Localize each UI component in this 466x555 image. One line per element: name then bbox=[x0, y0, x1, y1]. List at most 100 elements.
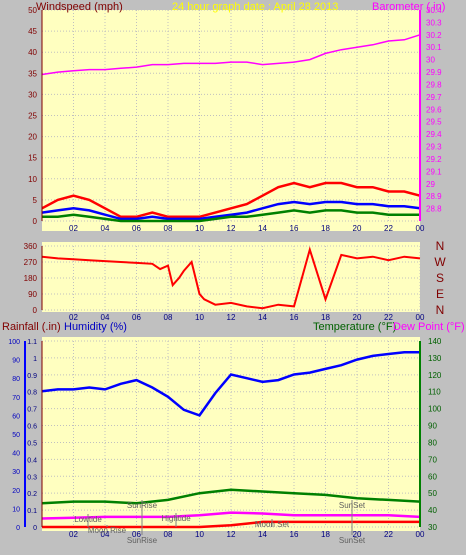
dir-xtick: 14 bbox=[258, 313, 267, 322]
barometer-axis-title: Barometer ( in) bbox=[372, 1, 445, 13]
humidity-ytick: 10 bbox=[12, 506, 20, 513]
annotation-label: SunRise bbox=[127, 501, 158, 510]
wind-xtick: 06 bbox=[132, 224, 141, 233]
temp-ytick: 80 bbox=[428, 438, 437, 447]
baro-ytick: 29.8 bbox=[426, 80, 442, 89]
rain-ytick: 0.5 bbox=[27, 440, 37, 447]
dir-xtick: 12 bbox=[227, 313, 236, 322]
humidity-ytick: 0 bbox=[16, 525, 20, 532]
humidity-ytick: 80 bbox=[12, 376, 20, 383]
temp-ytick: 40 bbox=[428, 506, 437, 515]
series-dew-point bbox=[41, 511, 421, 520]
rain-ytick: 0.8 bbox=[27, 390, 37, 397]
series-humidity bbox=[41, 350, 420, 417]
temp-ytick: 130 bbox=[428, 354, 442, 363]
temp-ytick: 140 bbox=[428, 337, 442, 346]
hum-xtick: 04 bbox=[101, 530, 110, 539]
rain-ytick: 0 bbox=[33, 525, 37, 532]
dir-compass-label: N bbox=[436, 303, 445, 317]
dir-ytick: 180 bbox=[24, 274, 38, 283]
humidity-ytick: 40 bbox=[12, 451, 20, 458]
baro-ytick: 29.6 bbox=[426, 105, 442, 114]
series-minimum bbox=[42, 209, 420, 223]
series-gust bbox=[41, 181, 421, 219]
dir-xtick: 10 bbox=[195, 313, 204, 322]
chart-title: 24 hour graph date : April 28 2013 bbox=[172, 1, 338, 13]
dir-compass-label: S bbox=[436, 271, 444, 285]
rain-ytick: 0.3 bbox=[27, 474, 37, 481]
dir-ytick: 270 bbox=[24, 258, 38, 267]
baro-ytick: 29.2 bbox=[426, 155, 442, 164]
wind-ytick: 25 bbox=[28, 112, 37, 121]
humidity-ytick: 70 bbox=[12, 395, 20, 402]
hum-xtick: 02 bbox=[69, 530, 78, 539]
wind-xtick: 18 bbox=[321, 224, 330, 233]
wind-ytick: 10 bbox=[28, 175, 37, 184]
wind-ytick: 15 bbox=[28, 154, 37, 163]
hum-xtick: 22 bbox=[384, 530, 393, 539]
rain-ytick: 0.2 bbox=[27, 491, 37, 498]
hum-xtick: 16 bbox=[290, 530, 299, 539]
wind-xtick: 00 bbox=[416, 224, 425, 233]
baro-ytick: 29.7 bbox=[426, 93, 442, 102]
humidity-ytick: 30 bbox=[12, 469, 20, 476]
rainfall-axis-title: Rainfall (.in) bbox=[2, 321, 61, 333]
wind-xtick: 14 bbox=[258, 224, 267, 233]
wind-ytick: 30 bbox=[28, 90, 37, 99]
temp-ytick: 100 bbox=[428, 405, 442, 414]
baro-ytick: 29 bbox=[426, 180, 435, 189]
humidity-axis-title: Humidity (%) bbox=[64, 321, 127, 333]
hum-xtick: 18 bbox=[321, 530, 330, 539]
dir-compass-label: N bbox=[436, 239, 445, 253]
series-temperature bbox=[41, 488, 421, 505]
rain-ytick: 0.9 bbox=[27, 373, 37, 380]
wind-ytick: 50 bbox=[28, 6, 37, 15]
rain-ytick: 0.1 bbox=[27, 508, 37, 515]
baro-ytick: 28.8 bbox=[426, 205, 442, 214]
temperature-axis-title: Temperature (°F) bbox=[313, 321, 396, 333]
dir-xtick: 08 bbox=[164, 313, 173, 322]
series-rainfall bbox=[42, 520, 420, 529]
dir-xtick: 16 bbox=[290, 313, 299, 322]
wind-xtick: 08 bbox=[164, 224, 173, 233]
windspeed-axis-title: Windspeed (mph) bbox=[36, 1, 123, 13]
humidity-ytick: 20 bbox=[12, 488, 20, 495]
temp-ytick: 90 bbox=[428, 422, 437, 431]
baro-ytick: 30.1 bbox=[426, 43, 442, 52]
wind-xtick: 20 bbox=[353, 224, 362, 233]
annotation-label: Lowtide bbox=[74, 515, 102, 524]
humidity-ytick: 50 bbox=[12, 432, 20, 439]
wind-ytick: 5 bbox=[33, 196, 38, 205]
dir-xtick: 22 bbox=[384, 313, 393, 322]
humidity-ytick: 90 bbox=[12, 358, 20, 365]
annotation-label: SunSet bbox=[339, 501, 366, 510]
baro-ytick: 29.5 bbox=[426, 118, 442, 127]
annotation-label: SunSet bbox=[339, 536, 366, 545]
hum-xtick: 06 bbox=[132, 530, 141, 539]
hum-xtick: 20 bbox=[353, 530, 362, 539]
dir-compass-label: W bbox=[434, 255, 446, 269]
humidity-ytick: 60 bbox=[12, 413, 20, 420]
dir-ytick: 0 bbox=[33, 306, 38, 315]
baro-ytick: 28.9 bbox=[426, 192, 442, 201]
dir-ytick: 90 bbox=[28, 290, 37, 299]
temp-ytick: 30 bbox=[428, 523, 437, 532]
dewpoint-axis-title: Dew Point (°F) bbox=[393, 321, 465, 333]
rain-ytick: 1.1 bbox=[27, 339, 37, 346]
wind-xtick: 16 bbox=[290, 224, 299, 233]
rain-ytick: 0.6 bbox=[27, 424, 37, 431]
annotation-label: Moon Set bbox=[255, 520, 290, 529]
hum-xtick: 00 bbox=[416, 530, 425, 539]
baro-ytick: 29.3 bbox=[426, 143, 442, 152]
wind-ytick: 35 bbox=[28, 69, 37, 78]
wind-ytick: 20 bbox=[28, 133, 37, 142]
baro-ytick: 29.4 bbox=[426, 130, 442, 139]
baro-ytick: 30 bbox=[426, 56, 435, 65]
wind-ytick: 45 bbox=[28, 27, 37, 36]
wind-xtick: 10 bbox=[195, 224, 204, 233]
series-wind-direction bbox=[41, 246, 421, 310]
series-average bbox=[41, 200, 421, 221]
wind-xtick: 22 bbox=[384, 224, 393, 233]
humidity-ytick: 100 bbox=[8, 339, 20, 346]
annotation-label: SunRise bbox=[127, 536, 158, 545]
